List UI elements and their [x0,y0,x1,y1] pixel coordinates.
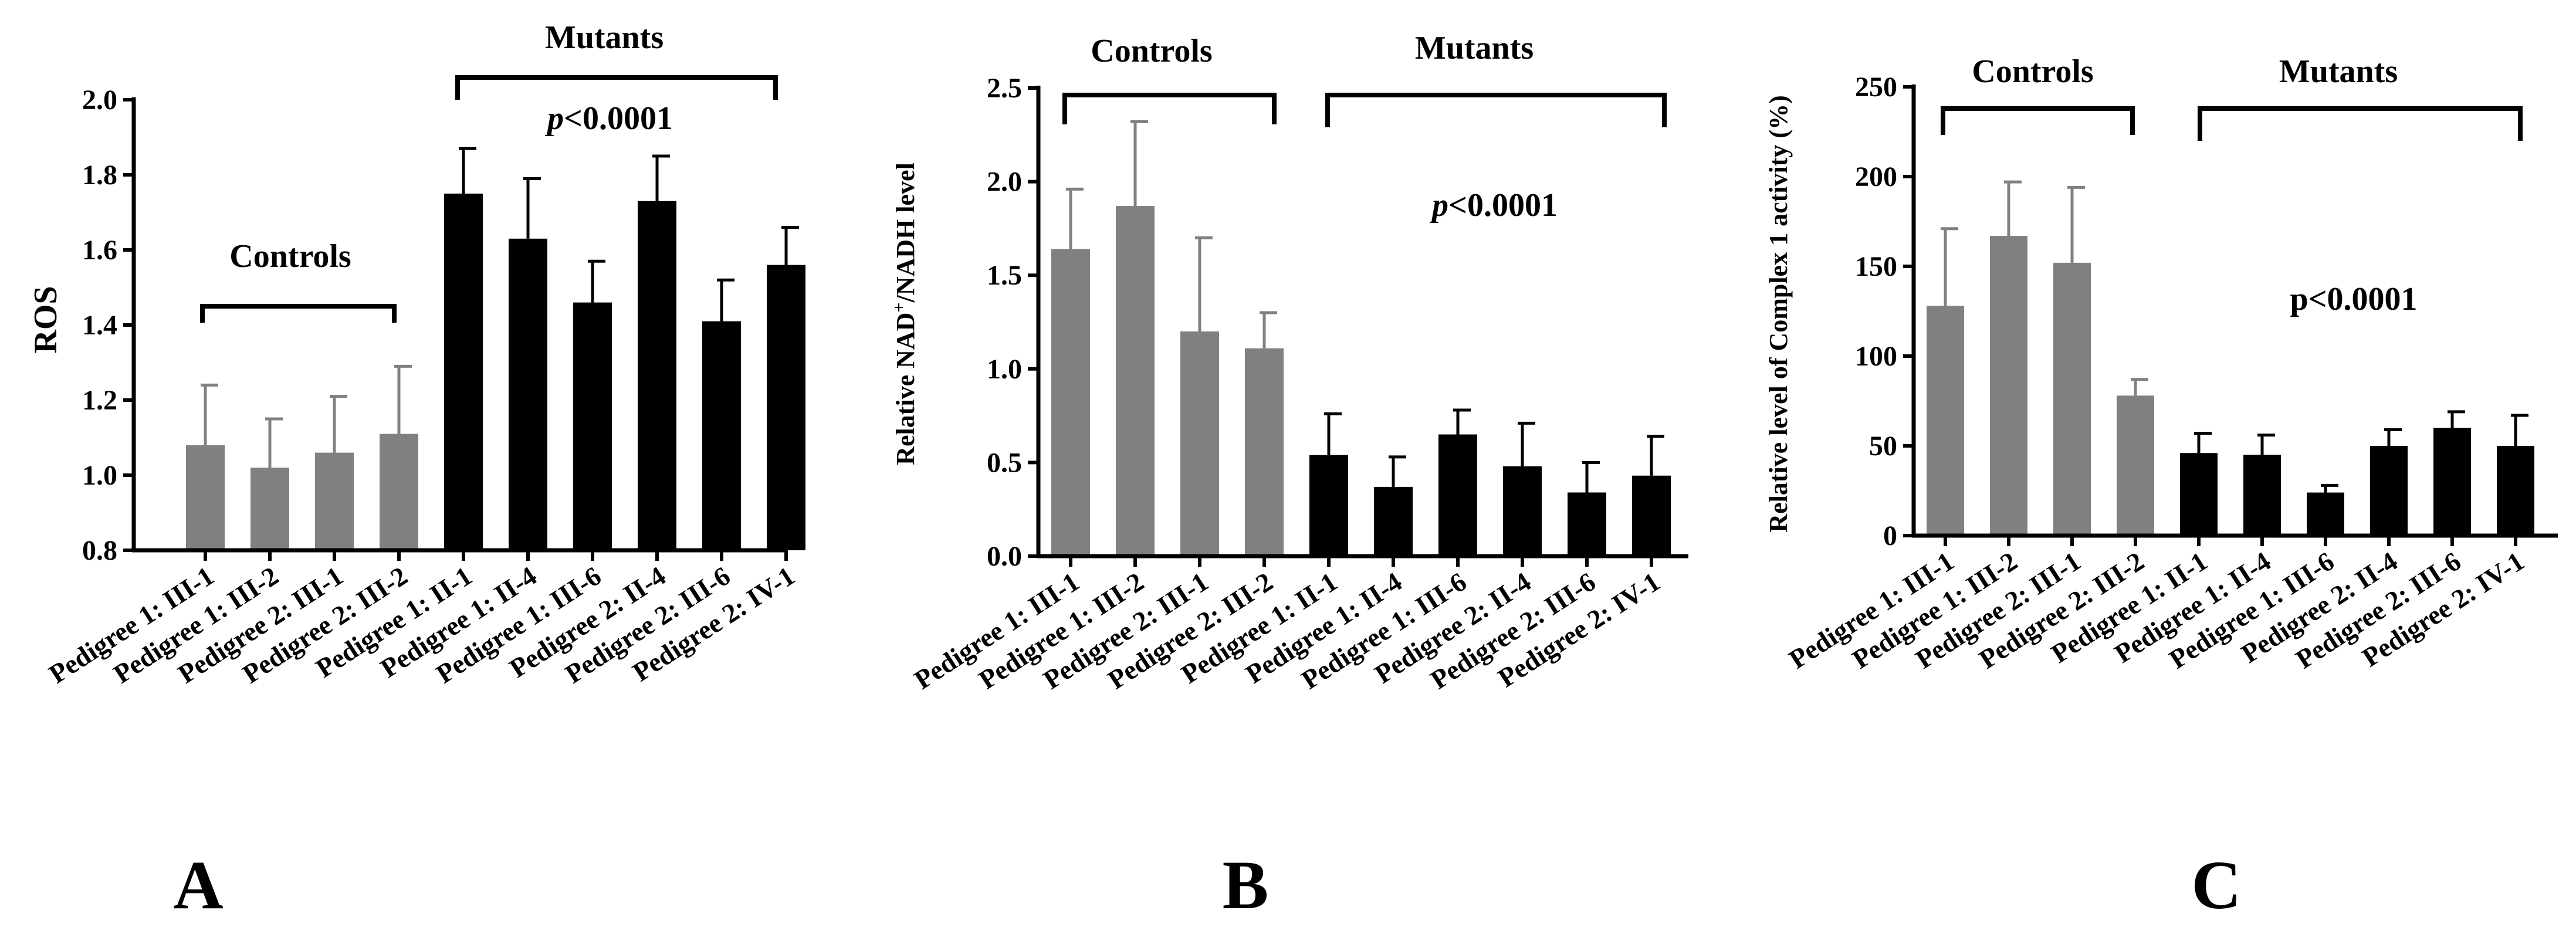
panel-b-y-tick-label: 1.0 [987,354,1022,385]
panel-c-bar [2433,428,2471,536]
panel-b-bar [1568,492,1606,556]
panel-b-y-tick-label: 2.5 [987,73,1022,104]
panel-c-bar [2243,455,2281,536]
panel-b-bar [1116,206,1155,556]
panel-c-bar [2370,446,2408,536]
panel-b-y-tick-label: 0.0 [987,541,1022,572]
panel-b-bar [1309,455,1348,556]
panel-a-bar [186,445,225,550]
panel-c-y-tick-label: 200 [1855,161,1897,192]
panel-b-mutants-bracket [1325,93,1667,127]
panel-a-bar [767,265,805,550]
panel-a-label: A [173,847,223,923]
panel-c-y-tick-label: 0 [1883,520,1897,551]
panel-a-bar [251,468,289,550]
panel-c-bar [2117,395,2154,536]
panel-c-label: C [2191,847,2241,923]
panel-a-controls-bracket [200,304,397,323]
panel-c-controls-label: Controls [1972,53,2093,90]
panel-b-bar [1051,249,1090,557]
panel-c-y-tick-label: 50 [1869,431,1897,462]
panel-a-controls-label: Controls [229,238,351,275]
panel-b-y-tick-label: 2.0 [987,167,1022,198]
panel-b-controls-label: Controls [1091,33,1212,69]
panel-b-label: B [1223,847,1269,923]
panel-b-p-value: p<0.0001 [1430,187,1558,224]
panel-b-bar [1180,331,1219,556]
panel-b-bar [1632,475,1671,556]
panel-c-bar [2053,262,2091,536]
panel-a-bar [702,321,741,550]
panel-a-bar [444,194,483,550]
panel-c-bar [1990,235,2027,536]
panel-a-y-tick-label: 1.8 [82,160,117,191]
panel-c-bar [2307,492,2344,536]
panel-c-mutants-label: Mutants [2279,53,2398,90]
panel-c-bar [1927,306,1964,536]
panel-a-y-tick-label: 2.0 [82,84,117,116]
panel-b-controls-bracket [1062,93,1277,124]
panel-a-bar [509,238,547,550]
panel-b-bar [1438,434,1477,556]
panel-b-bar [1374,486,1413,556]
panel-a-p-value: p<0.0001 [545,100,673,137]
panel-c-p-value: p<0.0001 [2290,281,2417,317]
panel-a-y-tick-label: 0.8 [82,535,117,566]
panel-c-mutants-bracket [2198,106,2523,141]
panel-a-bar [380,434,418,550]
panel-a-y-tick-label: 1.2 [82,385,117,416]
panel-a-y-tick-label: 1.0 [82,460,117,491]
panel-b-y-tick-label: 0.5 [987,447,1022,478]
panel-a-y-tick-label: 1.6 [82,235,117,266]
panel-b-bar [1245,348,1284,556]
panel-c-y-axis-label: Relative level of Complex 1 activity (%) [1764,95,1793,532]
panel-a-y-axis-label: ROS [28,286,64,353]
panel-c-y-tick-label: 150 [1855,251,1897,282]
panel-c-controls-bracket [1941,106,2135,135]
panel-a-y-tick-label: 1.4 [82,310,117,341]
panel-b-y-tick-label: 1.5 [987,260,1022,291]
panel-c-bar [2497,446,2534,536]
panel-a-bar [638,201,676,550]
panel-b-mutants-label: Mutants [1415,30,1534,66]
panel-a-bar [315,452,354,550]
panel-a-mutants-label: Mutants [545,19,664,56]
panel-a-mutants-bracket [455,75,778,100]
panel-b-y-axis-label: Relative NAD+/NADH level [889,163,920,465]
panel-c-y-tick-label: 250 [1855,72,1897,103]
panel-c-bar [2180,453,2218,536]
panel-a-bar [573,302,612,550]
panel-c-y-tick-label: 100 [1855,341,1897,372]
panel-b-bar [1503,466,1542,556]
